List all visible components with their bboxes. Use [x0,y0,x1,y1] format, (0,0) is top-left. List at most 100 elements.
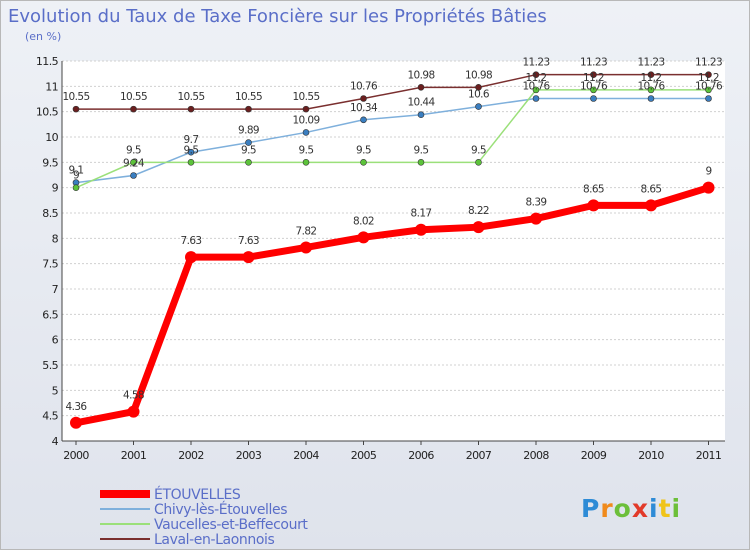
data-label-vaucelles-et-beffecourt: 11.2 [526,72,547,84]
series-lines [70,71,715,429]
data-label-chivy-les-etouvelles: 10.6 [468,89,490,101]
data-label-laval-en-laonnois: 10.98 [407,69,434,81]
data-point-etouvelles [70,416,82,429]
series-line-etouvelles [75,184,710,427]
data-point-chivy-les-etouvelles [187,148,195,156]
data-label-laval-en-laonnois: 11.23 [522,57,549,69]
data-point-vaucelles-et-beffecourt [130,159,137,166]
y-gridlines [62,60,725,442]
data-label-etouvelles: 8.39 [526,197,547,209]
data-point-chivy-les-etouvelles [245,139,252,146]
data-label-laval-en-laonnois: 10.55 [177,91,204,103]
data-label-vaucelles-et-beffecourt: 9.5 [184,144,199,156]
data-point-etouvelles [645,199,657,212]
y-tick-label: 9.5 [42,156,58,169]
data-point-vaucelles-et-beffecourt [532,86,540,94]
data-label-chivy-les-etouvelles: 9.89 [238,125,259,137]
data-point-etouvelles [415,223,427,236]
chart-title: Evolution du Taux de Taxe Foncière sur l… [8,6,547,27]
y-tick-label: 10.5 [36,106,59,119]
data-label-vaucelles-et-beffecourt: 9.5 [414,144,429,156]
y-tick-label: 11.5 [36,55,59,68]
y-tick-label: 10 [45,131,58,144]
data-point-laval-en-laonnois [245,105,252,113]
plot-area [62,61,725,441]
y-tick-label: 5 [52,384,59,397]
data-label-vaucelles-et-beffecourt: 11.2 [698,72,719,84]
data-point-vaucelles-et-beffecourt [417,159,425,166]
data-point-etouvelles [702,181,715,194]
y-tick-labels: 4 4.5 5 5.5 6 6.5 7 7.5 8 8.5 9 9.5 10 10.5 11 11.5 [36,55,59,448]
data-point-vaucelles-et-beffecourt [360,159,367,166]
x-tick-label: 2010 [638,449,664,462]
data-label-chivy-les-etouvelles: 10.34 [350,102,378,114]
data-label-chivy-les-etouvelles: 10.76 [695,80,723,92]
y-tick-label: 6 [52,334,59,347]
data-point-etouvelles [357,231,370,244]
y-tick-label: 5.5 [42,359,58,372]
data-label-vaucelles-et-beffecourt: 9.5 [356,144,371,156]
y-tick-label: 9 [52,182,59,195]
x-tick-label: 2002 [178,449,204,462]
data-label-chivy-les-etouvelles: 9.24 [123,158,145,170]
data-point-laval-en-laonnois [72,105,80,113]
data-point-chivy-les-etouvelles [705,95,712,102]
data-point-etouvelles [127,405,140,418]
data-label-vaucelles-et-beffecourt: 9.5 [126,144,141,156]
legend-label-vaucelles: Vaucelles-et-Beffecourt [154,517,308,533]
y-tick-label: 4 [52,435,59,448]
data-point-etouvelles [530,212,542,225]
data-point-vaucelles-et-beffecourt [302,159,310,166]
x-tick-label: 2007 [466,449,492,462]
data-label-laval-en-laonnois: 10.98 [465,69,492,81]
data-point-chivy-les-etouvelles [130,172,137,179]
x-tick-label: 2011 [696,449,722,462]
data-point-laval-en-laonnois [647,71,655,78]
x-tick-label: 2005 [351,449,377,462]
data-label-laval-en-laonnois: 10.55 [120,91,147,103]
y-tick-label: 8 [52,232,59,245]
data-point-etouvelles [472,221,485,234]
y-tick-label: 7 [52,283,59,296]
axes [61,61,725,445]
data-point-chivy-les-etouvelles [532,95,540,102]
data-point-laval-en-laonnois [417,84,425,91]
data-label-chivy-les-etouvelles: 10.76 [637,80,665,92]
data-label-vaucelles-et-beffecourt: 11.2 [641,72,662,84]
data-label-laval-en-laonnois: 11.23 [637,57,664,69]
data-point-laval-en-laonnois [475,84,482,91]
data-label-chivy-les-etouvelles: 10.44 [407,97,435,109]
data-label-etouvelles: 7.63 [238,235,259,247]
legend-label-laval: Laval-en-Laonnois [154,532,274,548]
data-label-laval-en-laonnois: 11.23 [695,57,722,69]
y-tick-label: 8.5 [42,207,58,220]
data-label-etouvelles: 8.17 [411,208,432,220]
data-point-vaucelles-et-beffecourt [72,184,80,191]
x-tick-label: 2004 [293,449,319,462]
x-tick-label: 2003 [236,449,262,462]
data-point-etouvelles [242,251,255,264]
data-point-chivy-les-etouvelles [302,129,310,136]
data-point-laval-en-laonnois [302,105,310,113]
data-point-vaucelles-et-beffecourt [647,86,655,94]
x-tick-label: 2008 [523,449,549,462]
legend-label-etouvelles: ÉTOUVELLES [154,486,241,503]
series-line-chivy-les-etouvelles [75,97,709,184]
x-tick-label: 2000 [63,449,89,462]
data-point-etouvelles [587,199,600,212]
data-point-vaucelles-et-beffecourt [705,86,712,94]
data-point-laval-en-laonnois [590,71,597,78]
data-label-etouvelles: 8.22 [468,205,489,217]
data-label-vaucelles-et-beffecourt: 9 [73,170,79,182]
data-label-chivy-les-etouvelles: 10.09 [292,114,319,126]
data-labels: 10.55 10.55 10.55 10.55 10.55 10.76 10.98 10.98… [62,57,723,413]
data-label-etouvelles: 9 [705,166,711,178]
data-point-laval-en-laonnois [187,105,195,113]
data-label-etouvelles: 8.02 [353,215,374,227]
data-point-vaucelles-et-beffecourt [475,159,482,166]
data-label-chivy-les-etouvelles: 10.76 [522,80,550,92]
data-label-vaucelles-et-beffecourt: 9.5 [471,144,486,156]
data-label-vaucelles-et-beffecourt: 9.5 [299,144,314,156]
data-point-laval-en-laonnois [705,71,712,78]
data-label-laval-en-laonnois: 10.76 [350,80,378,92]
